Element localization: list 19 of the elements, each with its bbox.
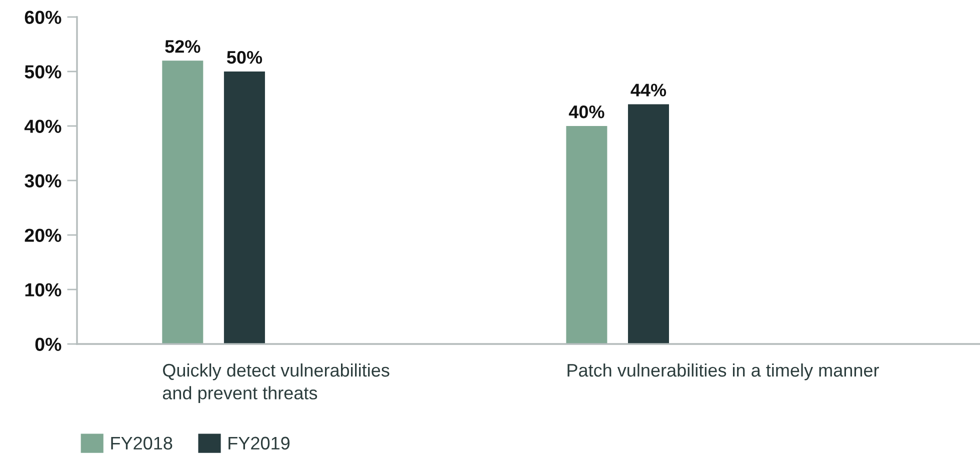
- y-tick-label: 0%: [35, 338, 62, 351]
- x-tick-label: Quickly detect vulnerabilities and prevent threats: [162, 363, 390, 403]
- data-label: 40%: [568, 105, 604, 118]
- y-tick-label: 50%: [24, 65, 62, 78]
- y-tick-label: 30%: [24, 174, 62, 188]
- data-label: 52%: [165, 40, 200, 53]
- legend-label: FY2018: [111, 436, 172, 450]
- bar: [566, 126, 608, 344]
- bar: [628, 104, 669, 344]
- y-tick-label: 10%: [25, 283, 62, 296]
- bar: [224, 72, 265, 344]
- x-tick-label: Patch vulnerabilities in a timely manner: [568, 363, 879, 380]
- legend-label: FY2019: [228, 436, 290, 450]
- y-tick-label: 60%: [24, 10, 62, 24]
- data-label: 50%: [226, 50, 262, 64]
- y-tick-label: 40%: [24, 120, 62, 133]
- data-label: 44%: [630, 84, 666, 96]
- bar: [162, 60, 204, 344]
- y-tick-label: 20%: [24, 228, 62, 242]
